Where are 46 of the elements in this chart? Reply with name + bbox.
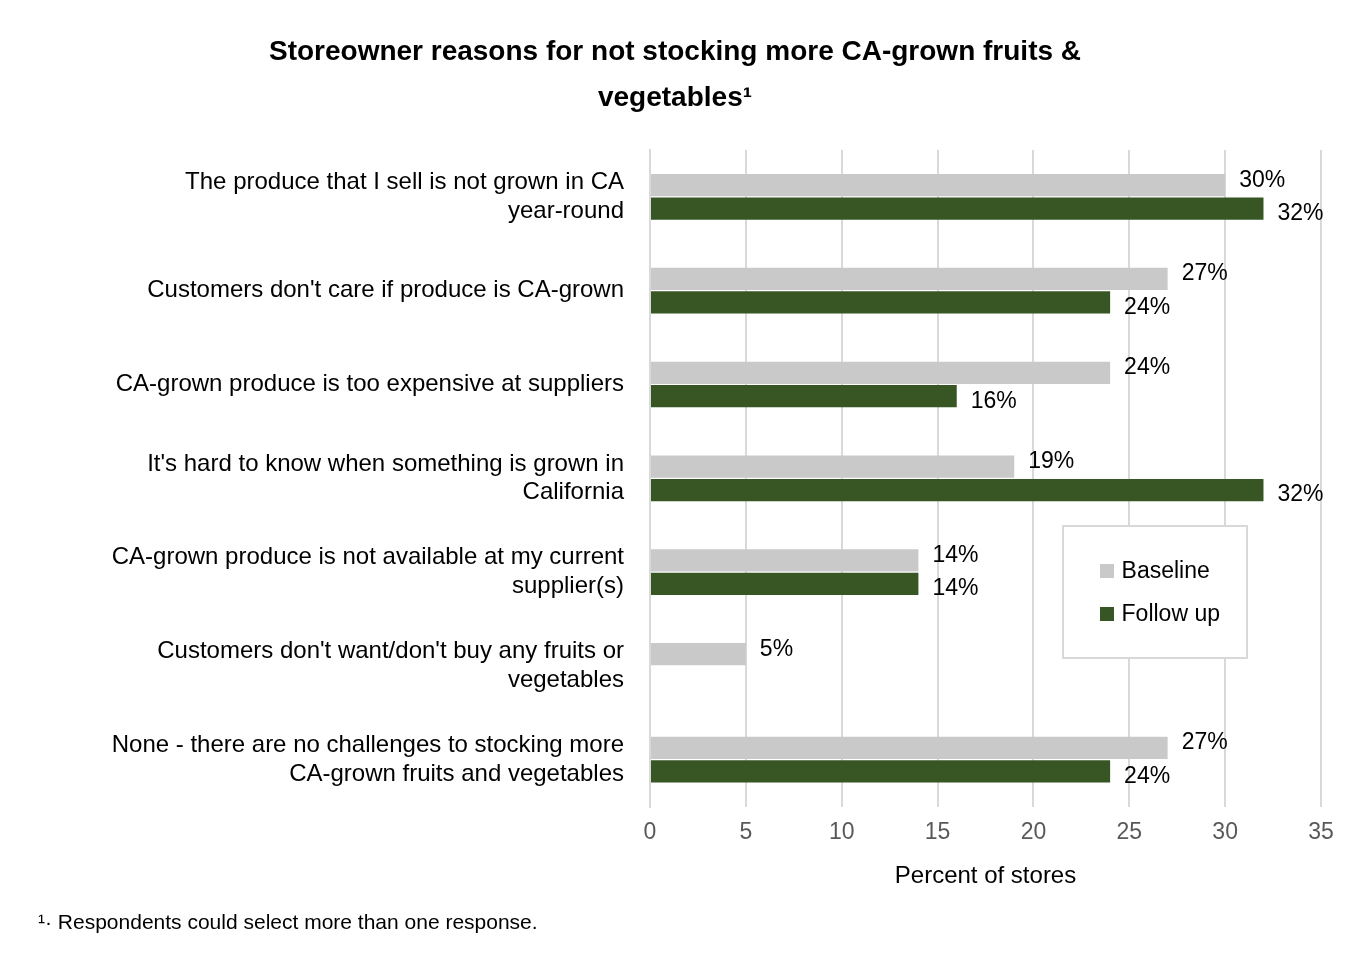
bar	[651, 478, 1264, 502]
data-label: 14%	[932, 540, 979, 567]
y-tick-label: CA-grown produce is not available at my current supplier(s)	[111, 542, 625, 599]
data-label: 24%	[1124, 761, 1171, 788]
bar	[651, 197, 1264, 220]
data-label: 5%	[759, 634, 794, 661]
x-axis-title: Percent of stores	[894, 861, 1077, 889]
bar	[651, 267, 1168, 291]
data-label: 30%	[1239, 165, 1286, 192]
bar	[651, 291, 1111, 314]
data-label: 32%	[1277, 480, 1324, 507]
data-label: 19%	[1028, 446, 1075, 473]
x-tick-label: 0	[643, 817, 657, 844]
bar	[651, 455, 1015, 478]
x-tick-label: 25	[1116, 817, 1143, 844]
y-tick-label: Customers don't want/don't buy any fruits or vegetables	[157, 636, 624, 692]
data-label: 27%	[1181, 728, 1228, 755]
y-tick-label: CA-grown produce is too expensive at suppliers	[115, 369, 624, 397]
x-tick-label: 10	[828, 817, 855, 844]
bar	[651, 736, 1168, 760]
x-tick-label: 15	[924, 817, 951, 844]
bar	[651, 361, 1111, 384]
bar	[651, 643, 746, 666]
data-label: 27%	[1181, 259, 1228, 286]
data-label: 14%	[932, 574, 979, 601]
y-tick-label: The produce that I sell is not grown in CA year-round	[185, 167, 624, 223]
chart-title: Storeowner reasons for not stocking more CA-grown fruits & vegetables¹	[267, 34, 1083, 114]
x-tick-label: 35	[1308, 817, 1334, 844]
x-tick-label: 30	[1212, 817, 1238, 844]
bar	[651, 174, 1226, 197]
data-label: 16%	[970, 386, 1017, 413]
legend-label: Follow up	[1121, 600, 1220, 627]
data-label: 32%	[1277, 198, 1324, 225]
legend-label: Baseline	[1121, 557, 1210, 584]
y-tick-label: Customers don't care if produce is CA-grown	[147, 275, 624, 303]
bar	[651, 760, 1111, 783]
bar	[651, 385, 957, 408]
text: ¹· Respondents could select more than one response.	[38, 910, 538, 934]
x-tick-label: 5	[739, 817, 753, 844]
bar	[651, 549, 919, 572]
data-label: 24%	[1124, 353, 1171, 380]
y-tick-label: It's hard to know when something is grown in California	[147, 448, 625, 505]
x-tick-label: 20	[1020, 817, 1047, 844]
y-tick-label: None - there are no challenges to stocking more CA-grown fruits and vegetables	[111, 729, 624, 786]
data-label: 24%	[1124, 292, 1171, 319]
bar	[651, 572, 919, 595]
